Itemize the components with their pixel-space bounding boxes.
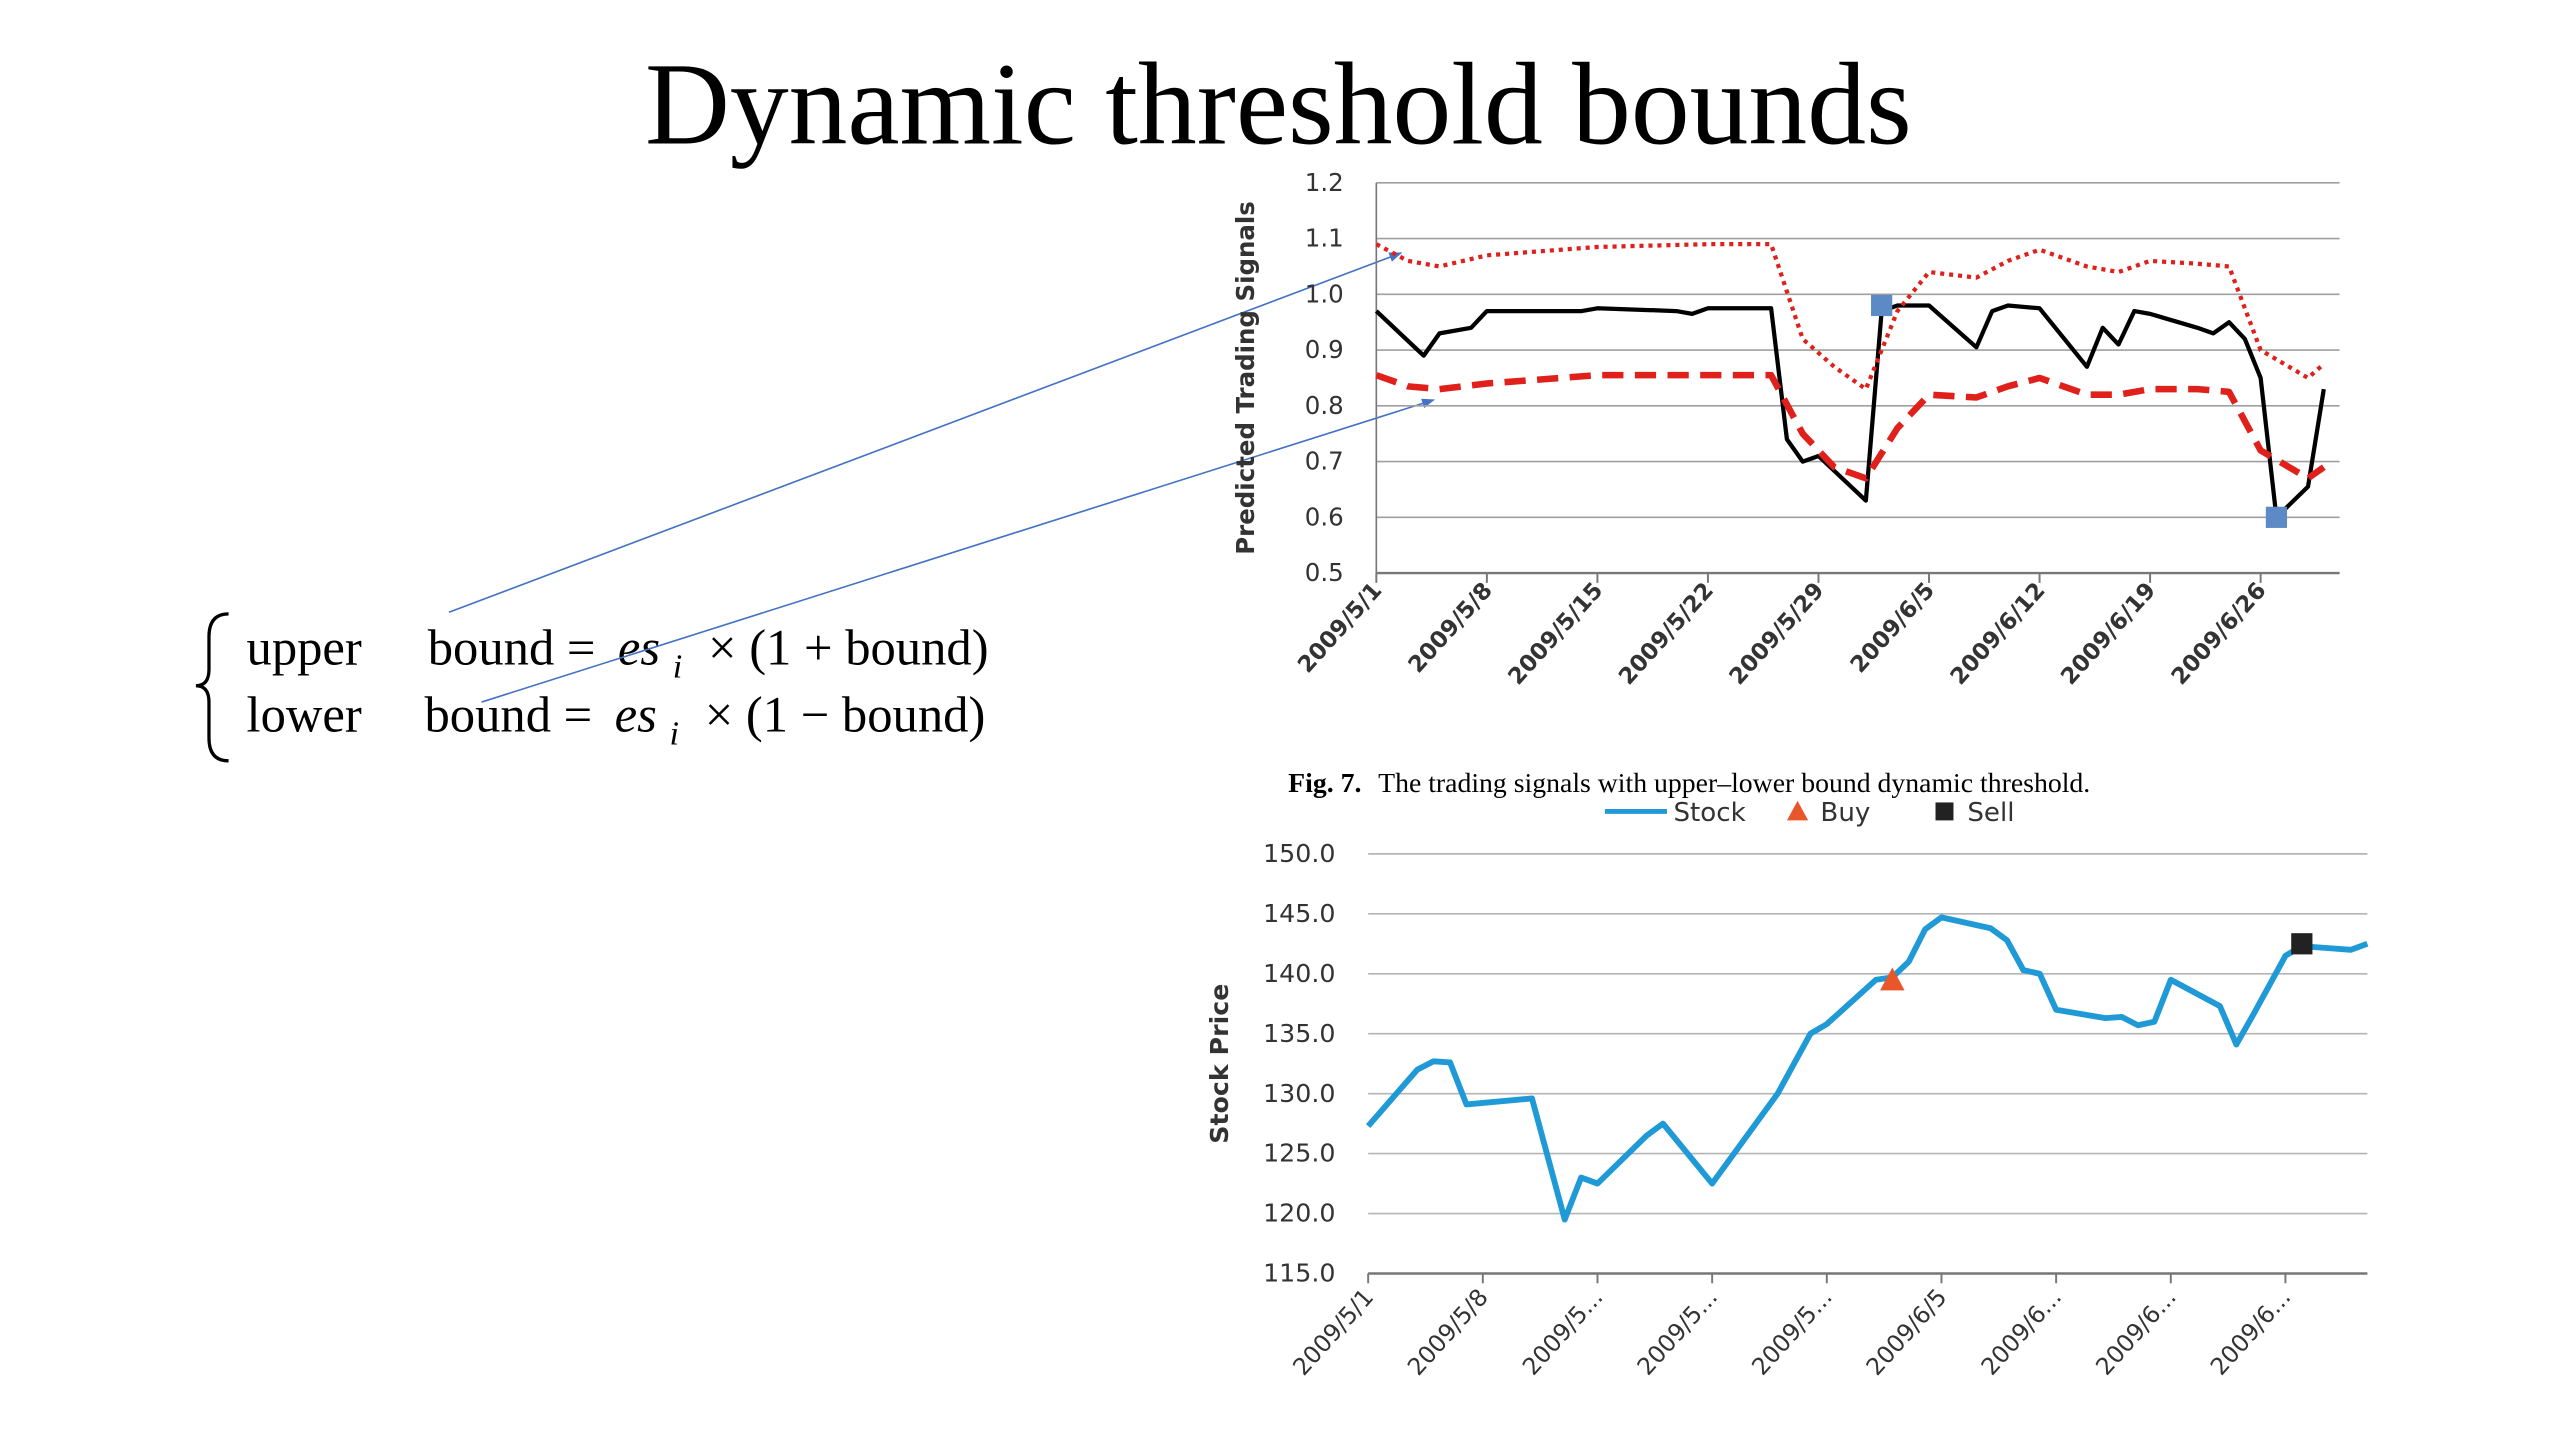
- formula-rhs: × (1 − bound): [705, 686, 986, 742]
- y-tick-label: 150.0: [1263, 839, 1335, 868]
- y-tick-label: 115.0: [1263, 1259, 1335, 1288]
- y-tick-label: 0.8: [1305, 391, 1344, 420]
- x-tick-label: 2009/6...: [1976, 1283, 2068, 1380]
- data-marker: [2265, 506, 2288, 528]
- x-tick-label: 2009/6/19: [2056, 578, 2161, 690]
- data-marker: [1880, 967, 1905, 991]
- formula-sub: i: [669, 714, 679, 752]
- formula-lhs: bound =: [424, 686, 592, 742]
- legend-label: Stock: [1673, 798, 1746, 828]
- legend: Stock Buy Sell: [1604, 798, 2015, 828]
- y-tick-label: 120.0: [1263, 1199, 1335, 1228]
- x-tick-label: 2009/5/8: [1404, 578, 1498, 679]
- formula-lhs: bound =: [428, 619, 596, 675]
- y-tick-label: 1.2: [1305, 168, 1344, 197]
- x-tick-label: 2009/6/5: [1846, 578, 1940, 679]
- x-tick-label: 2009/5...: [1746, 1283, 1838, 1380]
- y-tick-label: 125.0: [1263, 1139, 1335, 1168]
- formula-var: es: [615, 686, 657, 742]
- figure-caption: Fig. 7. The trading signals with upper–l…: [1288, 768, 2090, 799]
- x-tick-label: 2009/5/1: [1287, 1283, 1379, 1381]
- y-tick-label: 0.9: [1305, 335, 1344, 364]
- x-tick-label: 2009/6/12: [1946, 578, 2051, 690]
- x-tick-label: 2009/5/8: [1402, 1283, 1494, 1381]
- caption-background: [1240, 754, 2384, 800]
- y-tick-label: 0.7: [1305, 447, 1344, 476]
- legend-label: Buy: [1820, 798, 1870, 828]
- y-tick-label: 0.5: [1305, 558, 1344, 587]
- x-tick-label: 2009/6/5: [1861, 1283, 1953, 1381]
- series-line: [1365, 914, 2369, 1223]
- formula-label: lower: [247, 686, 362, 742]
- formula-line: upper bound = es i × (1 + bound): [247, 619, 989, 688]
- formula-sub: i: [673, 648, 683, 686]
- legend-marker: [1786, 800, 1809, 821]
- x-tick-label: 2009/6/26: [2167, 578, 2272, 690]
- y-tick-label: 140.0: [1263, 959, 1335, 988]
- slide-title: Dynamic threshold bounds: [645, 40, 1912, 170]
- formula-line: lower bound = es i × (1 − bound): [247, 686, 986, 755]
- formula-brace: [195, 612, 229, 763]
- x-tick-label: 2009/6...: [2205, 1283, 2297, 1380]
- arrow: [448, 252, 1403, 614]
- x-tick-label: 2009/5/29: [1725, 578, 1830, 690]
- y-axis-title: Stock Price: [1205, 984, 1234, 1144]
- x-tick-label: 2009/5...: [1632, 1283, 1724, 1380]
- y-tick-label: 145.0: [1263, 899, 1335, 928]
- series-line: [1375, 242, 2326, 392]
- x-tick-label: 2009/5...: [1517, 1283, 1609, 1380]
- y-axis-title: Predicted Trading Signals: [1231, 201, 1260, 555]
- series-line: [1375, 371, 2326, 482]
- series-line: [1374, 303, 2326, 520]
- formula-label: upper: [247, 619, 362, 675]
- x-tick-label: 2009/5/1: [1293, 578, 1387, 679]
- x-tick-label: 2009/5/15: [1503, 578, 1608, 690]
- formula-rhs: × (1 + bound): [708, 619, 989, 675]
- data-marker: [2291, 933, 2313, 955]
- legend-marker: [1935, 802, 1954, 821]
- arrow: [481, 398, 1436, 703]
- y-tick-label: 1.0: [1305, 280, 1344, 309]
- y-tick-label: 0.6: [1305, 502, 1344, 531]
- legend-label: Sell: [1967, 798, 2014, 828]
- y-tick-label: 1.1: [1305, 224, 1344, 253]
- data-marker: [1871, 294, 1893, 317]
- caption-text: The trading signals with upper–lower bou…: [1378, 768, 2090, 799]
- caption-label: Fig. 7.: [1288, 768, 1361, 799]
- x-tick-label: 2009/6...: [2090, 1283, 2182, 1380]
- y-tick-label: 130.0: [1263, 1079, 1335, 1108]
- x-tick-label: 2009/5/22: [1614, 578, 1719, 690]
- y-tick-label: 135.0: [1263, 1019, 1335, 1048]
